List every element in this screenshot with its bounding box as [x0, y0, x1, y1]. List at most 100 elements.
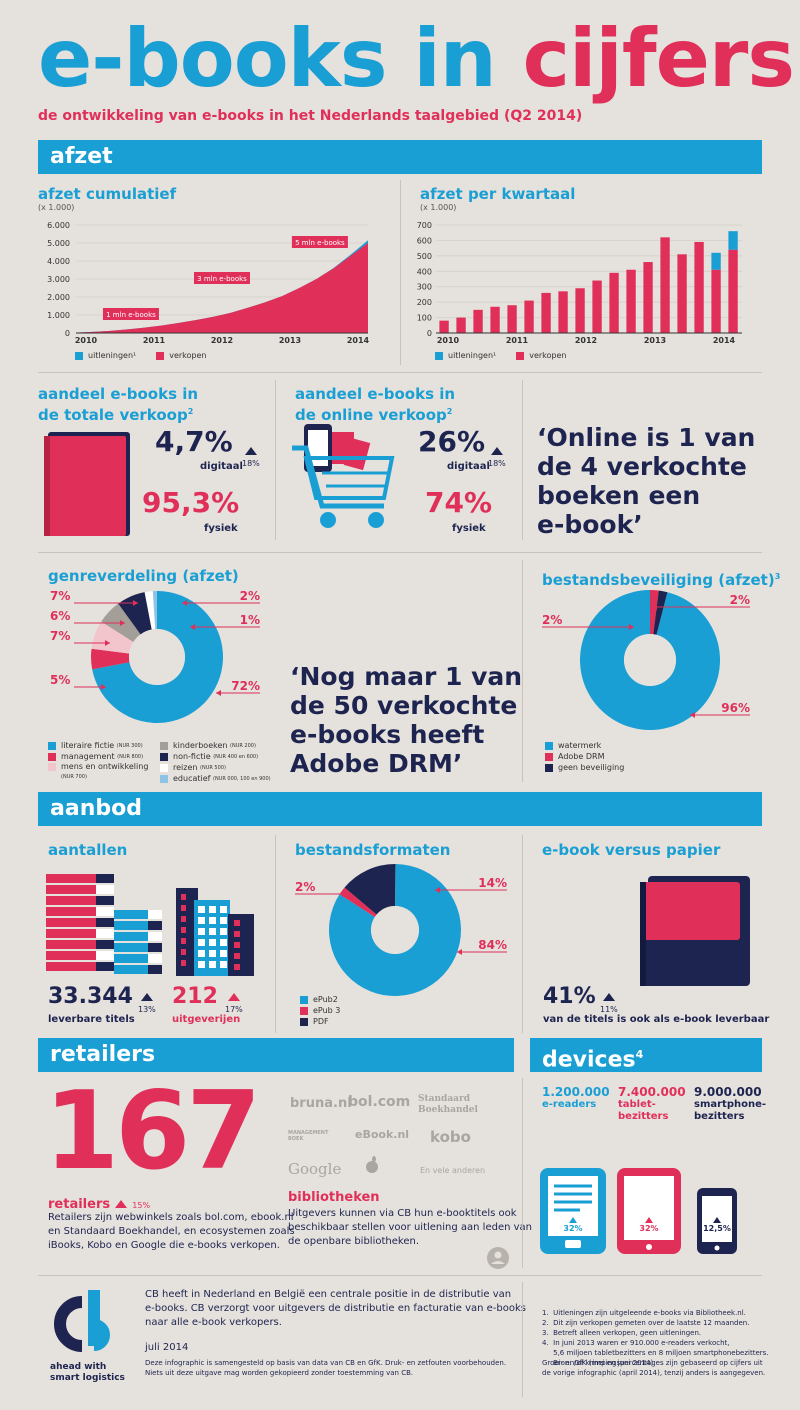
y-tick-label: 300 — [417, 283, 432, 292]
logo-bruna: bruna.nl — [290, 1096, 352, 1111]
legend-item-pdf: PDF — [300, 1016, 340, 1027]
x-tick-label: 2012 — [575, 336, 597, 345]
building-window — [220, 906, 227, 913]
building-window — [209, 950, 216, 957]
book-stack-item — [114, 954, 156, 963]
x-tick-label: 2013 — [644, 336, 666, 345]
building-window — [181, 916, 186, 922]
slice-label: 5% — [50, 673, 70, 687]
donut-hole — [371, 906, 419, 954]
bar-verkopen — [711, 269, 721, 333]
chart-kwartaal: 700 600 500 400 300 200 100 0 2010 2011 2012 2013 20… — [417, 221, 742, 345]
book-versus-icon — [640, 876, 750, 986]
quote-online: ‘Online is 1 van de 4 verkochte boeken een… — [537, 423, 756, 539]
bar-verkopen — [592, 280, 602, 333]
book-stack-item — [46, 885, 102, 894]
x-tick-label: 2011 — [506, 336, 529, 345]
aandeel-online-fysiek: 74% — [425, 486, 493, 519]
building-window — [209, 939, 216, 946]
slice-label: 96% — [721, 701, 750, 715]
bibliotheken-label: bibliotheken — [288, 1190, 380, 1205]
y-tick-label: 200 — [417, 298, 432, 307]
book-stack-item — [96, 907, 114, 916]
quote-drm: ‘Nog maar 1 van de 50 verkochte e-books he… — [290, 662, 523, 778]
slice-mens-en-ontwikkeling — [91, 621, 134, 654]
book-stack-icon — [46, 874, 254, 976]
legend-item-epub3: ePub 3 — [300, 1005, 340, 1016]
building-window — [198, 906, 205, 913]
building-window — [181, 927, 186, 933]
building-window — [181, 905, 186, 911]
book-stack-item — [96, 885, 114, 894]
y-tick-label: 400 — [417, 267, 432, 276]
legend-item-adobe-drm: Adobe DRM — [545, 751, 624, 762]
versus-title: e-book versus papier — [542, 841, 721, 859]
building-window — [198, 961, 205, 968]
legend-item-verkopen: verkopen — [156, 350, 206, 361]
book-stack-item — [148, 921, 162, 930]
x-tick-label: 2014 — [347, 336, 370, 345]
building-window — [220, 917, 227, 924]
section-devices: devices4 — [530, 1038, 762, 1072]
bibliotheken-description: Uitgevers kunnen via CB hun e-booktitels… — [288, 1208, 533, 1247]
y-tick-label: 600 — [417, 236, 432, 245]
ereader-pct: 32% — [552, 1215, 594, 1233]
legend-item-kinderboeken: kinderboeken (NUR 200) — [160, 740, 270, 751]
retailers-count: 167 — [44, 1069, 261, 1194]
footer-disclaimer: Deze infographic is samengesteld op basi… — [145, 1359, 507, 1377]
label-fysiek: fysiek — [452, 523, 486, 534]
smartphone-pct: 12,5% — [697, 1215, 737, 1233]
building-window — [181, 894, 186, 900]
change-indicator: 13% — [138, 986, 156, 1014]
building-window — [234, 942, 240, 948]
y-tick-label: 700 — [417, 221, 432, 230]
slice-label: 2% — [240, 589, 260, 603]
uitgeverijen-value: 212 — [172, 984, 218, 1009]
book-stack-item — [148, 943, 162, 952]
device-ereaders: 1.200.000 e-readers — [542, 1085, 610, 1110]
slice-label: 6% — [50, 609, 70, 623]
book-icon — [44, 432, 130, 536]
callout-arrow — [690, 712, 695, 718]
bar-uitleningen — [728, 231, 738, 250]
building-part — [228, 914, 254, 976]
y-tick-label: 6.000 — [47, 221, 70, 230]
legend-kwartaal: uitleningen¹ verkopen — [435, 350, 566, 361]
donut-hole — [129, 629, 185, 685]
legend-genre: literaire fictie (NUR 300) kinderboeken … — [48, 740, 271, 784]
bar-verkopen — [677, 254, 687, 333]
bar-verkopen — [507, 305, 517, 333]
page-subtitle: de ontwikkeling van e-books in het Neder… — [38, 108, 583, 124]
book-stack-item — [46, 907, 102, 916]
legend-cumulatief: uitleningen¹ verkopen — [75, 350, 206, 361]
shopping-cart-icon — [292, 424, 395, 528]
building-window — [220, 961, 227, 968]
bar-verkopen — [660, 237, 670, 333]
logo-managementboek: MANAGEMENT BOEK — [288, 1130, 329, 1142]
building-window — [220, 950, 227, 957]
annotation-box — [194, 272, 250, 284]
library-icon — [487, 1247, 509, 1269]
bar-verkopen — [439, 320, 449, 333]
device-tablets: 7.400.000 tablet-bezitters — [618, 1085, 686, 1122]
legend-item-uitleningen: uitleningen¹ — [75, 350, 136, 361]
change-indicator: 11% — [600, 986, 618, 1014]
book-stack-item — [114, 943, 156, 952]
book-stack-item — [148, 932, 162, 941]
y-tick-label: 3.000 — [47, 275, 70, 284]
slice-epub2 — [329, 864, 461, 996]
building-window — [234, 964, 240, 970]
building-window — [198, 928, 205, 935]
bar-verkopen — [456, 317, 466, 333]
chart-title-cumulatief: afzet cumulatief — [38, 185, 177, 203]
slice-label: 84% — [478, 938, 507, 952]
uitgeverijen-label: uitgeverijen — [172, 1014, 241, 1025]
bar-verkopen — [524, 300, 534, 333]
slice-label: 7% — [50, 629, 70, 643]
slice-pdf — [344, 864, 396, 915]
callout-arrow — [435, 887, 440, 893]
logo-en-vele-anderen: En vele anderen — [420, 1166, 486, 1175]
callout-arrow — [182, 600, 187, 606]
chart-title-formaten: bestandsformaten — [295, 841, 451, 859]
book-stack-item — [46, 951, 102, 960]
